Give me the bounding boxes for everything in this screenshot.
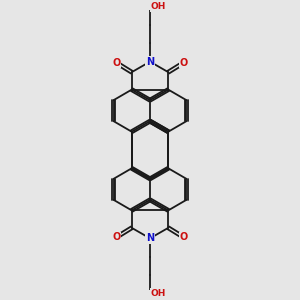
Text: O: O xyxy=(179,58,188,68)
Text: OH: OH xyxy=(151,289,166,298)
Text: O: O xyxy=(112,232,121,242)
Text: O: O xyxy=(112,58,121,68)
Text: N: N xyxy=(146,233,154,243)
Text: O: O xyxy=(179,232,188,242)
Text: N: N xyxy=(146,57,154,67)
Text: OH: OH xyxy=(151,2,166,11)
